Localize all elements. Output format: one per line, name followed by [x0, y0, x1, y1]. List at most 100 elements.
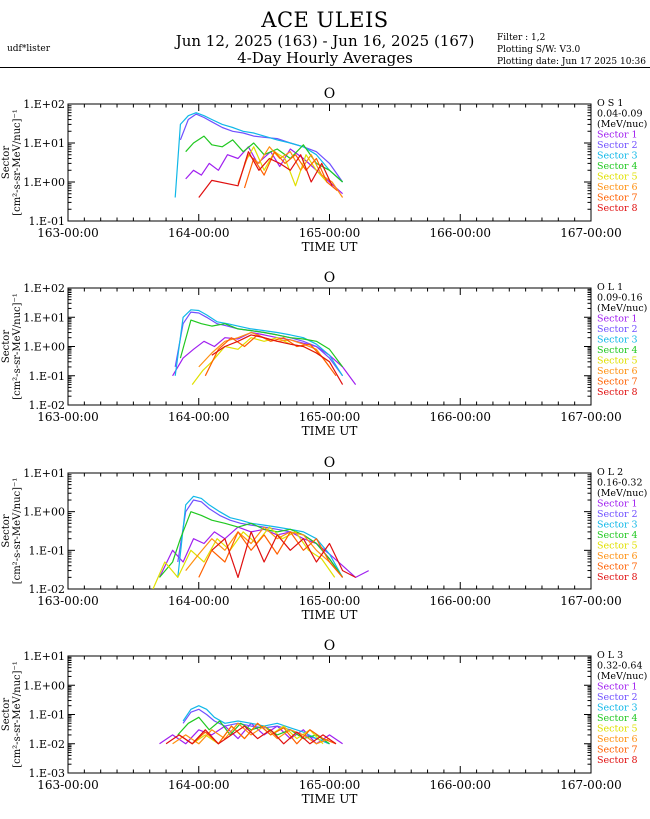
x-tick-label: 163-00:00 — [37, 226, 99, 240]
legend-sector-5: Sector 5 — [597, 724, 638, 735]
legend-units: (MeV/nuc) — [597, 303, 647, 314]
series-group — [172, 309, 357, 385]
legend-sector-6: Sector 6 — [597, 551, 638, 562]
legend-sector-6: Sector 6 — [597, 734, 638, 745]
series-line-sector-4 — [159, 511, 344, 578]
x-axis-label: TIME UT — [302, 424, 358, 438]
x-tick-label: 165-00:00 — [299, 226, 361, 240]
legend-units: (MeV/nuc) — [597, 671, 647, 682]
series-line-sector-7 — [243, 151, 338, 192]
y-axis-label: Sector — [1, 146, 12, 179]
y-axis-label: [cm²-s-sr-MeV/nuc]⁻¹ — [12, 661, 23, 768]
x-axis-label: TIME UT — [302, 240, 358, 254]
y-tick-label: 1.E+00 — [23, 176, 65, 189]
legend-sector-4: Sector 4 — [597, 530, 638, 541]
series-line-sector-1 — [172, 331, 357, 385]
panel-title: O — [324, 270, 335, 286]
series-line-sector-8 — [211, 334, 344, 385]
legend-sector-7: Sector 7 — [597, 193, 638, 204]
series-group — [174, 112, 344, 198]
panel-title: O — [324, 86, 335, 102]
x-tick-label: 163-00:00 — [37, 410, 99, 424]
y-tick-label: 1.E-01 — [29, 215, 65, 228]
series-line-sector-6 — [172, 722, 330, 745]
series-line-sector-5 — [152, 526, 336, 589]
y-tick-label: 1.E-02 — [29, 738, 65, 751]
plot-frame — [67, 472, 592, 590]
series-line-sector-2 — [182, 708, 330, 745]
plot-frame — [67, 655, 592, 774]
x-tick-label: 167-00:00 — [560, 226, 622, 240]
series-line-sector-3 — [182, 705, 330, 745]
date-range: Jun 12, 2025 (163) - Jun 16, 2025 (167) — [175, 32, 475, 50]
panel-2: O 1.E-02 1.E-01 1.E+00 1.E+01 1.E+02 163-00:00… — [1, 270, 647, 438]
y-tick-label: 1.E+01 — [23, 137, 65, 150]
y-tick-label: 1.E+00 — [23, 679, 65, 692]
legend-channel: O S 1 — [597, 98, 623, 109]
legend-sector-1: Sector 1 — [597, 499, 638, 510]
plot-frame — [67, 287, 592, 406]
software-label: Plotting S/W: V3.0 — [497, 45, 581, 55]
y-axis-label: Sector — [1, 698, 12, 731]
plot-date-label: Plotting date: Jun 17 2025 10:36 — [497, 57, 646, 67]
legend-sector-4: Sector 4 — [597, 161, 638, 172]
legend-sector-8: Sector 8 — [597, 387, 638, 398]
x-tick-label: 163-00:00 — [37, 778, 99, 792]
y-tick-label: 1.E+02 — [23, 98, 65, 111]
legend-sector-8: Sector 8 — [597, 755, 638, 766]
legend-sector-1: Sector 1 — [597, 314, 638, 325]
legend-sector-3: Sector 3 — [597, 335, 638, 346]
legend-sector-7: Sector 7 — [597, 377, 638, 388]
y-tick-label: 1.E+01 — [23, 311, 65, 324]
x-tick-label: 165-00:00 — [299, 778, 361, 792]
y-tick-label: 1.E-01 — [29, 544, 65, 557]
figure-title: ACE ULEIS — [261, 8, 389, 32]
y-axis-label: [cm²-s-sr-MeV/nuc]⁻¹ — [12, 293, 23, 400]
panel-1: O 1.E-01 1.E+00 1.E+01 1.E+02 163-00:00 164-00… — [1, 86, 647, 254]
x-tick-label: 164-00:00 — [168, 410, 230, 424]
legend-channel: O L 1 — [597, 282, 623, 293]
series-line-sector-3 — [174, 309, 344, 377]
series-line-sector-5 — [243, 146, 328, 187]
legend-sector-2: Sector 2 — [597, 140, 638, 151]
y-tick-label: 1.E+00 — [23, 506, 65, 519]
panel-title: O — [324, 638, 335, 654]
series-line-sector-3 — [177, 495, 344, 578]
x-tick-label: 165-00:00 — [299, 594, 361, 608]
legend-sector-3: Sector 3 — [597, 151, 638, 162]
x-tick-label: 167-00:00 — [560, 778, 622, 792]
legend-sector-8: Sector 8 — [597, 203, 638, 214]
x-tick-label: 167-00:00 — [560, 594, 622, 608]
legend-sector-8: Sector 8 — [597, 572, 638, 583]
series-line-sector-7 — [204, 334, 337, 377]
x-tick-label: 164-00:00 — [168, 594, 230, 608]
legend-sector-7: Sector 7 — [597, 562, 638, 573]
series-line-sector-6 — [185, 526, 344, 578]
legend-units: (MeV/nuc) — [597, 119, 647, 130]
legend-sector-7: Sector 7 — [597, 745, 638, 756]
legend-sector-4: Sector 4 — [597, 345, 638, 356]
x-tick-label: 167-00:00 — [560, 410, 622, 424]
series-line-sector-4 — [177, 716, 330, 745]
x-tick-label: 163-00:00 — [37, 594, 99, 608]
x-tick-label: 166-00:00 — [429, 594, 491, 608]
legend-sector-6: Sector 6 — [597, 182, 638, 193]
figure-subtitle: 4-Day Hourly Averages — [237, 49, 413, 67]
panel-3: O 1.E-02 1.E-01 1.E+00 1.E+01 163-00:00 164-00… — [1, 455, 647, 622]
series-line-sector-1 — [185, 146, 343, 195]
x-axis-label: TIME UT — [302, 608, 358, 622]
legend-energy-range: 0.09-0.16 — [597, 293, 643, 304]
legend-sector-1: Sector 1 — [597, 682, 638, 693]
x-tick-label: 164-00:00 — [168, 778, 230, 792]
x-tick-label: 166-00:00 — [429, 226, 491, 240]
series-line-sector-7 — [178, 722, 337, 745]
y-tick-label: 1.E-02 — [29, 583, 65, 596]
y-tick-label: 1.E+01 — [23, 650, 65, 663]
x-tick-label: 165-00:00 — [299, 410, 361, 424]
plot-frame — [67, 103, 592, 222]
y-tick-label: 1.E+00 — [23, 341, 65, 354]
x-tick-label: 166-00:00 — [429, 410, 491, 424]
legend-sector-5: Sector 5 — [597, 356, 638, 367]
